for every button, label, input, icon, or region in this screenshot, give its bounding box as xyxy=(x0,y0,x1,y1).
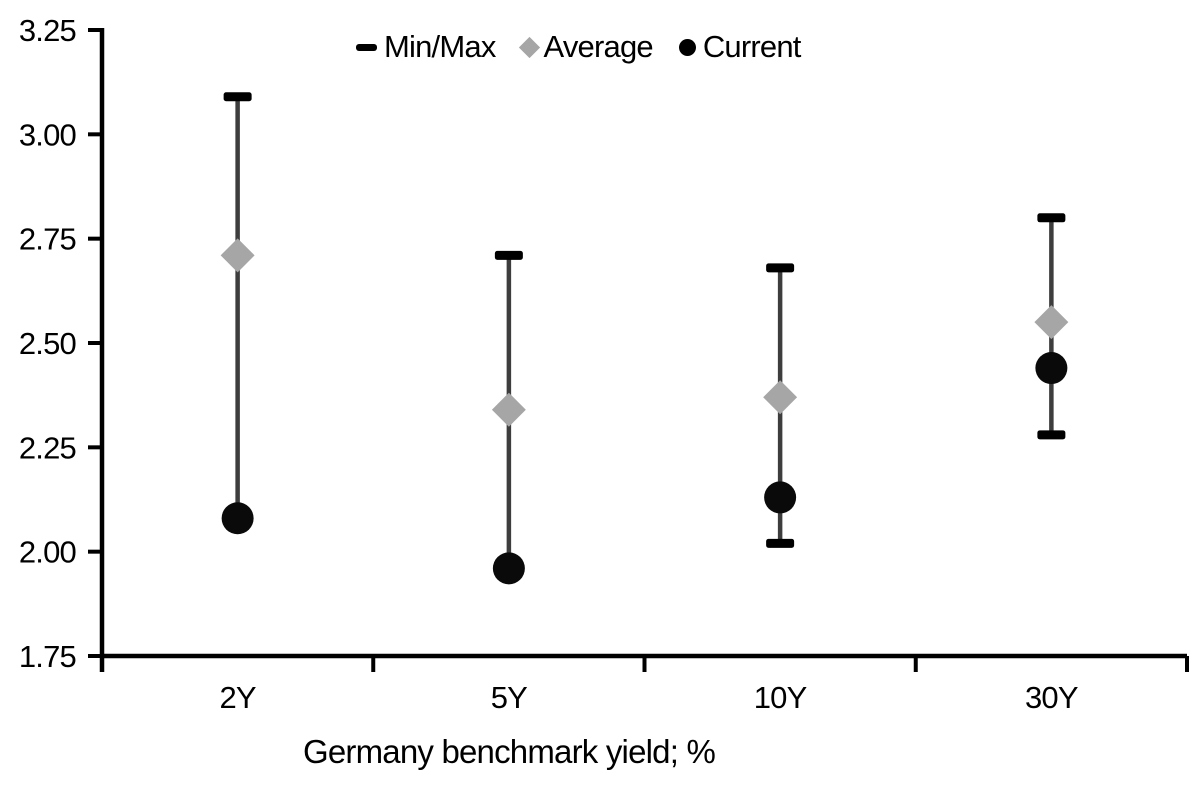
current-marker xyxy=(221,502,254,535)
average-marker xyxy=(491,392,526,427)
y-tick-label: 3.25 xyxy=(19,13,76,48)
x-category-label: 10Y xyxy=(754,680,807,715)
legend-item-minmax: Min/Max xyxy=(356,29,496,65)
average-marker xyxy=(220,238,255,273)
y-tick-label: 2.50 xyxy=(19,326,77,361)
legend-item-average: Average xyxy=(518,29,654,65)
minmax-dash-icon xyxy=(356,43,377,51)
average-marker xyxy=(1034,305,1069,340)
legend-label-current: Current xyxy=(702,29,802,64)
y-tick-label: 1.75 xyxy=(19,639,76,674)
current-marker xyxy=(764,481,797,514)
legend-label-minmax: Min/Max xyxy=(384,29,496,64)
y-tick-label: 3.00 xyxy=(19,117,77,152)
x-category-label: 2Y xyxy=(219,680,255,715)
current-marker xyxy=(492,552,525,585)
average-diamond-icon xyxy=(518,36,540,58)
whisker-cap-max xyxy=(1037,213,1066,223)
x-category-label: 5Y xyxy=(491,680,527,715)
y-tick-label: 2.25 xyxy=(19,430,76,465)
current-marker xyxy=(1035,352,1068,385)
whisker-cap-max xyxy=(223,92,252,102)
legend-label-average: Average xyxy=(543,29,654,64)
chart-legend: Min/Max Average Current xyxy=(356,28,801,66)
x-axis-title: Germany benchmark yield; % xyxy=(303,733,715,770)
y-tick-label: 2.00 xyxy=(19,535,77,570)
whisker-cap-min xyxy=(1037,430,1066,440)
y-tick-label: 2.75 xyxy=(19,222,76,257)
x-category-label: 30Y xyxy=(1025,680,1078,715)
whisker-cap-max xyxy=(766,263,795,273)
whisker-cap-min xyxy=(766,538,795,548)
current-circle-icon xyxy=(678,38,696,56)
legend-item-current: Current xyxy=(678,29,802,65)
whisker-cap-max xyxy=(494,250,523,260)
average-marker xyxy=(763,380,798,415)
